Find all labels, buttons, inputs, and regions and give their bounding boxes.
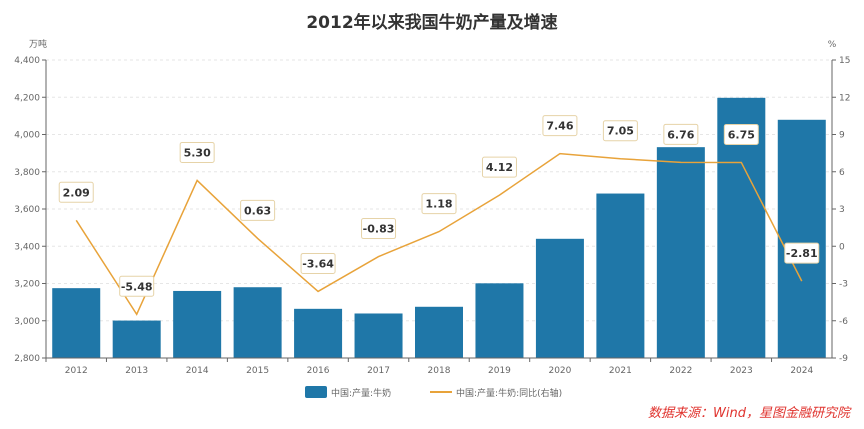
data-label-box [723,123,759,145]
data-label-box [300,252,336,274]
data-label-2017: -0.83 [363,223,395,236]
bar-2024 [777,119,826,358]
x-tick-label: 2018 [428,366,451,376]
data-label-box [240,199,276,221]
data-label-2014: 5.30 [184,146,211,159]
growth-line [75,152,803,316]
right-tick-label: 9 [839,131,845,141]
left-axis-unit: 万吨 [29,38,47,50]
right-tick-label: -9 [839,354,848,364]
x-tick-label: 2020 [548,366,571,376]
right-axis-unit: % [828,40,837,50]
right-tick-label: 15 [839,56,850,66]
left-tick-label: 2,800 [14,354,40,364]
bar-2017 [354,313,403,358]
bar-2019 [475,283,524,358]
x-tick-label: 2016 [307,366,330,376]
x-tick-label: 2019 [488,366,511,376]
left-tick-label: 3,600 [14,205,40,215]
data-label-box [784,242,820,264]
data-label-box [119,275,155,297]
left-tick-label: 4,000 [14,131,40,141]
x-tick-label: 2017 [367,366,390,376]
data-label-2018: 1.18 [425,198,452,211]
left-tick-label: 3,000 [14,317,40,327]
x-tick-label: 2013 [125,366,148,376]
data-label-box [179,141,215,163]
data-label-box [361,218,397,240]
left-tick-label: 3,400 [14,242,40,252]
data-label-2015: 0.63 [244,204,271,217]
chart-title: 2012年以来我国牛奶产量及增速 [306,13,558,33]
left-tick-label: 4,200 [14,93,40,103]
bar-2016 [294,308,343,358]
data-label-box [58,181,94,203]
bar-2021 [596,193,645,358]
bar-2022 [656,147,705,358]
x-tick-label: 2021 [609,366,632,376]
legend-line-label: 中国:产量:牛奶:同比(右轴) [456,387,562,399]
bar-2015 [233,287,282,358]
data-label-2019: 4.12 [486,161,513,174]
data-label-box [421,193,457,215]
right-tick-label: -6 [839,317,848,327]
right-tick-label: -3 [839,280,848,290]
x-tick-label: 2014 [186,366,209,376]
data-label-2020: 7.46 [546,120,573,133]
x-tick-label: 2015 [246,366,269,376]
data-label-2023: 6.75 [728,128,755,141]
data-label-box [663,123,699,145]
data-label-box [542,115,578,137]
x-tick-label: 2022 [669,366,692,376]
bar-2018 [415,306,463,358]
bar-2020 [535,238,584,358]
left-tick-label: 3,800 [14,168,40,178]
source-note: 数据来源：Wind，星图金融研究院 [648,406,850,421]
bar-2013 [112,320,161,358]
legend-bar-label: 中国:产量:牛奶 [331,387,391,399]
data-label-2016: -3.64 [302,257,334,270]
bar-2014 [173,290,222,358]
bar-2012 [52,288,101,358]
right-tick-label: 12 [839,93,850,103]
left-tick-label: 4,400 [14,56,40,66]
data-label-2022: 6.76 [667,128,694,141]
data-label-2012: 2.09 [63,186,90,199]
right-tick-label: 0 [839,242,845,252]
legend-bar-swatch [305,386,327,398]
x-tick-label: 2012 [65,366,88,376]
right-tick-label: 6 [839,168,845,178]
data-label-2013: -5.48 [121,280,153,293]
right-tick-label: 3 [839,205,845,215]
x-tick-label: 2023 [730,366,753,376]
x-tick-label: 2024 [790,366,813,376]
data-label-box [602,120,638,142]
data-label-2024: -2.81 [786,247,818,260]
data-label-2021: 7.05 [607,125,634,138]
data-label-box [481,156,517,178]
left-tick-label: 3,200 [14,280,40,290]
